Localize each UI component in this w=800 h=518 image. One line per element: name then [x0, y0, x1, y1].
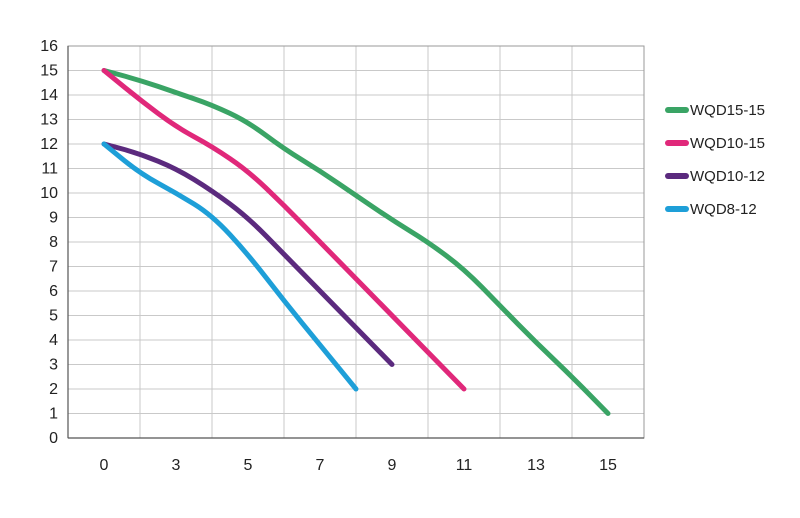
axis-frame — [67, 45, 645, 439]
legend-label: WQD15-15 — [690, 102, 765, 119]
y-tick-label: 2 — [49, 381, 58, 398]
y-tick-label: 3 — [49, 357, 58, 374]
y-tick-label: 1 — [49, 406, 58, 423]
legend: WQD15-15 WQD10-15 WQD10-12 WQD8-12 — [665, 102, 765, 218]
x-tick-label: 9 — [388, 457, 397, 474]
y-tick-label: 6 — [49, 283, 58, 300]
y-tick-label: 10 — [40, 185, 58, 202]
x-tick-label: 13 — [527, 457, 545, 474]
y-tick-label: 9 — [49, 210, 58, 227]
series-line-wqd10-15 — [101, 68, 467, 392]
x-tick-label: 3 — [172, 457, 181, 474]
grid-lines — [67, 45, 645, 439]
x-tick-label: 7 — [316, 457, 325, 474]
x-tick-label: 5 — [244, 457, 253, 474]
y-tick-label: 7 — [49, 259, 58, 276]
x-tick-label: 0 — [100, 457, 109, 474]
legend-label: WQD10-12 — [690, 168, 765, 185]
series-line-wqd15-15 — [101, 68, 611, 416]
legend-label: WQD10-15 — [690, 135, 765, 152]
x-tick-labels: 0 3 5 7 9 11 13 15 — [100, 457, 617, 474]
y-tick-label: 14 — [40, 87, 58, 104]
x-tick-label: 15 — [599, 457, 617, 474]
series-line-wqd10-12 — [101, 141, 395, 367]
y-tick-label: 0 — [49, 430, 58, 447]
y-tick-label: 11 — [41, 161, 58, 178]
y-tick-label: 12 — [40, 136, 58, 153]
series-lines — [101, 68, 611, 416]
y-tick-label: 15 — [40, 63, 58, 80]
legend-label: WQD8-12 — [690, 201, 757, 218]
x-tick-label: 11 — [456, 457, 473, 474]
y-tick-label: 5 — [49, 308, 58, 325]
y-tick-label: 16 — [40, 38, 58, 55]
series-line-wqd8-12 — [101, 141, 359, 392]
y-tick-label: 8 — [49, 234, 58, 251]
y-tick-label: 4 — [49, 332, 58, 349]
y-tick-label: 13 — [40, 112, 58, 129]
